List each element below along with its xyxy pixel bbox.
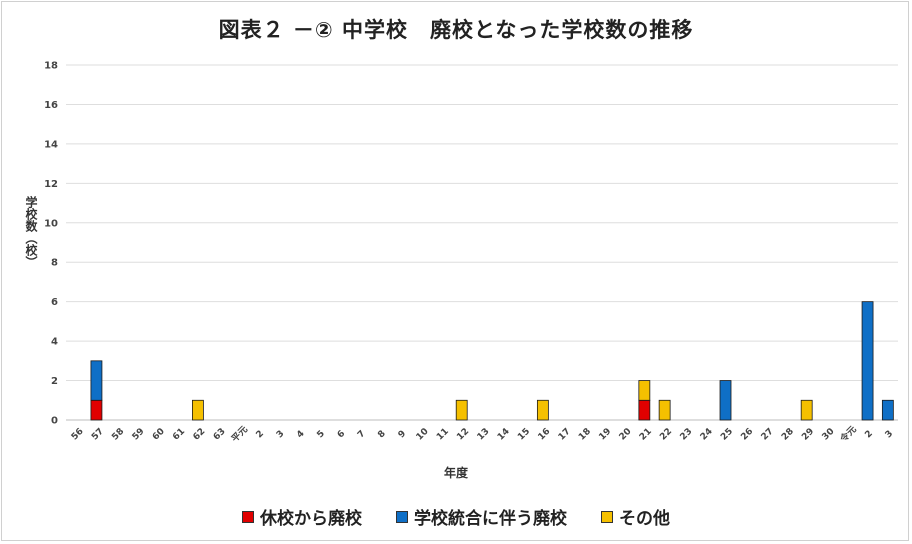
y-tick-label: 12 <box>44 179 58 190</box>
bar-segment <box>719 380 732 421</box>
x-tick-label: 57 <box>90 427 106 443</box>
x-tick-label: 61 <box>171 427 187 443</box>
x-tick-label: 平元 <box>229 424 250 445</box>
x-tick-label: 9 <box>397 429 409 441</box>
legend-item-closed-by-merger: 学校統合に伴う廃校 <box>396 504 567 529</box>
y-tick-label: 0 <box>51 416 58 427</box>
x-tick-label: 4 <box>295 429 307 441</box>
bar-segment <box>536 399 549 421</box>
x-tick-label: 24 <box>699 427 715 443</box>
bar-segment <box>881 399 894 421</box>
bar-segment <box>455 399 468 421</box>
x-tick-label: 25 <box>719 427 735 443</box>
x-tick-label: 27 <box>760 427 776 443</box>
bars <box>90 301 894 421</box>
x-tick-label: 29 <box>800 427 816 443</box>
x-tick-label: 13 <box>476 427 492 443</box>
x-tick-label: 56 <box>70 427 86 443</box>
x-tick-label: 23 <box>679 427 695 443</box>
legend-label: 休校から廃校 <box>260 509 362 529</box>
bar-segment <box>90 399 103 421</box>
x-tick-label: 10 <box>415 427 431 443</box>
y-tick-label: 14 <box>44 139 58 150</box>
y-tick-labels: 0 2 4 6 8 10 12 14 16 18 <box>44 61 58 427</box>
bar-segment <box>638 380 651 401</box>
x-tick-label: 15 <box>516 427 532 443</box>
x-axis-label: 年度 <box>443 466 468 480</box>
chart-title: 図表２ －② 中学校 廃校となった学校数の推移 <box>218 18 694 42</box>
bar-segment <box>861 301 874 421</box>
x-tick-labels: 56 57 58 59 60 61 62 63 平元 2 3 4 5 6 7 8 9 10 11 12 13 14 15 16… <box>70 423 895 445</box>
x-tick-label: 2 <box>255 429 267 441</box>
x-tick-label: 7 <box>356 429 368 441</box>
y-tick-label: 4 <box>51 337 58 348</box>
legend-item-closed-from-suspension: 休校から廃校 <box>242 504 362 529</box>
x-tick-label: 17 <box>557 427 573 443</box>
x-tick-label: 21 <box>638 427 654 443</box>
legend-swatch-blue <box>396 510 408 523</box>
y-tick-label: 6 <box>51 297 58 308</box>
x-tick-label: 60 <box>151 427 167 443</box>
x-tick-label: 63 <box>212 427 228 443</box>
x-tick-label: 令元 <box>837 423 859 445</box>
x-tick-label: 26 <box>739 427 755 443</box>
x-tick-label: 16 <box>536 427 552 443</box>
x-tick-label: 62 <box>192 427 208 443</box>
x-tick-label: 58 <box>110 427 126 443</box>
x-tick-label: 19 <box>597 427 613 443</box>
y-tick-label: 2 <box>51 376 58 387</box>
x-tick-label: 2 <box>863 429 875 441</box>
x-tick-label: 12 <box>455 427 471 443</box>
x-tick-label: 28 <box>780 427 796 443</box>
legend-label: その他 <box>619 509 670 529</box>
x-tick-label: 8 <box>376 429 388 441</box>
legend: 休校から廃校 学校統合に伴う廃校 その他 <box>0 504 912 529</box>
x-tick-label: 20 <box>618 427 634 443</box>
y-tick-label: 8 <box>51 258 58 269</box>
x-tick-label: 5 <box>315 429 327 441</box>
x-tick-label: 59 <box>131 427 147 443</box>
bar-segment <box>800 399 813 421</box>
legend-label: 学校統合に伴う廃校 <box>414 509 567 529</box>
gridlines <box>66 64 898 421</box>
bar-segment <box>658 399 671 421</box>
x-tick-label: 3 <box>275 429 287 441</box>
x-tick-label: 11 <box>435 427 451 443</box>
legend-item-other: その他 <box>601 504 670 529</box>
y-tick-label: 16 <box>44 100 58 111</box>
y-axis-label: 学校数（校） <box>24 196 38 268</box>
legend-swatch-yellow <box>601 510 613 523</box>
bar-segment <box>90 360 103 401</box>
bar-segment <box>638 399 651 421</box>
x-tick-label: 22 <box>658 427 674 443</box>
y-tick-label: 18 <box>44 61 58 72</box>
x-tick-label: 3 <box>884 429 896 441</box>
y-tick-label: 10 <box>44 218 58 229</box>
x-tick-label: 18 <box>577 427 593 443</box>
x-tick-label: 30 <box>821 427 837 443</box>
legend-swatch-red <box>242 510 254 523</box>
bar-segment <box>192 399 204 421</box>
x-tick-label: 6 <box>336 429 348 441</box>
x-tick-label: 14 <box>496 427 512 443</box>
